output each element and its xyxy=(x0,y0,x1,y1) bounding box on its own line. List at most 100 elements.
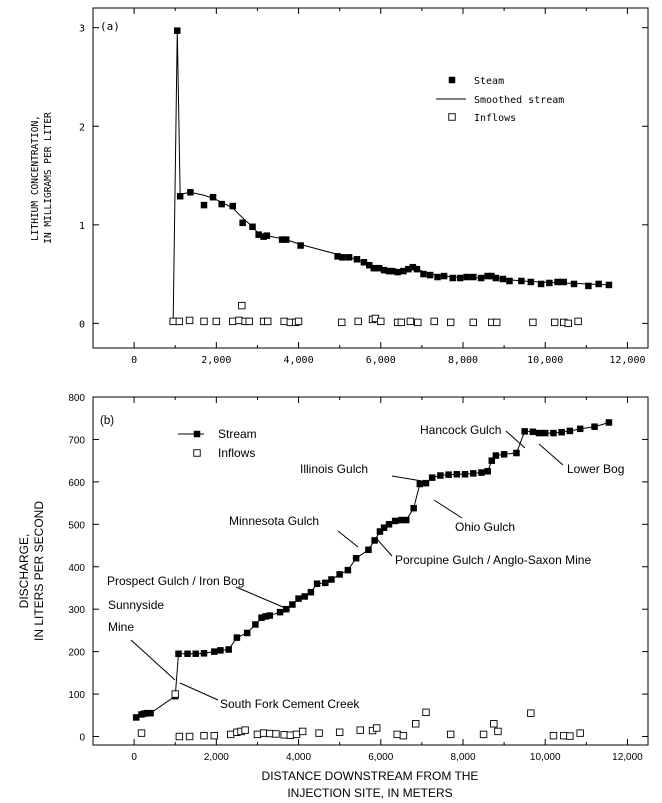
y-tick-label: 1 xyxy=(79,221,85,232)
legend-inflows-marker xyxy=(448,113,456,121)
steam-point xyxy=(434,273,441,281)
annotation-leader-line xyxy=(235,586,291,611)
inflow-point xyxy=(493,318,501,327)
stream-point xyxy=(385,521,393,528)
y-tick-label: 800 xyxy=(68,393,85,404)
inflow-point xyxy=(479,730,488,739)
stream-point xyxy=(391,517,399,525)
legend-inflows-label: Inflows xyxy=(474,113,516,124)
steam-point xyxy=(353,256,361,263)
inflow-point xyxy=(356,726,364,734)
x-tick-label: 0 xyxy=(131,752,137,763)
annotation-leader-line xyxy=(179,682,219,701)
steam-point xyxy=(409,263,417,271)
inflow-point xyxy=(399,731,408,740)
inflow-point xyxy=(200,731,208,740)
inflow-point xyxy=(253,730,262,739)
stream-point xyxy=(344,566,352,574)
stream-point xyxy=(371,537,378,544)
x-tick-label: 0 xyxy=(131,355,137,366)
steam-point xyxy=(255,231,262,238)
steam-point xyxy=(380,266,388,274)
annotation-leader-line xyxy=(505,430,526,449)
steam-point xyxy=(570,280,578,288)
annotation: South Fork Cement Creek xyxy=(179,682,360,711)
steam-point xyxy=(360,259,368,266)
legend-steam-label: Steam xyxy=(474,76,504,87)
stream-point xyxy=(262,613,269,620)
stream-point xyxy=(258,614,265,621)
stream-point xyxy=(243,629,251,637)
inflow-point xyxy=(566,732,574,740)
inflow-point xyxy=(280,317,288,326)
smoothed-stream-line xyxy=(172,30,609,322)
stream-point xyxy=(184,650,191,658)
x-axis-label-line: INJECTION SITE, IN METERS xyxy=(287,786,452,800)
annotation: Ohio Gulch xyxy=(433,499,515,534)
steam-point xyxy=(420,270,427,278)
steam-point xyxy=(385,267,393,275)
stream-point xyxy=(521,428,528,435)
inflow-point xyxy=(292,730,301,739)
annotation: Minnesota Gulch xyxy=(229,514,359,548)
inflow-point xyxy=(529,318,537,327)
steam-point xyxy=(518,277,525,285)
inflow-point xyxy=(212,317,221,326)
steam-point xyxy=(260,233,267,240)
y-tick-label: 500 xyxy=(68,520,85,531)
stream-point xyxy=(147,709,154,717)
inflow-point xyxy=(298,727,307,736)
inflow-point xyxy=(286,731,295,739)
stream-point xyxy=(322,579,329,587)
x-tick-label: 2,000 xyxy=(204,752,229,763)
y-axis-label-line: DISCHARGE, xyxy=(17,534,31,609)
annotation-text: South Fork Cement Creek xyxy=(220,697,360,711)
stream-point xyxy=(500,451,508,458)
steam-point xyxy=(339,254,346,261)
annotation-text: Illinois Gulch xyxy=(300,462,368,476)
steam-point xyxy=(366,261,373,269)
steam-point xyxy=(488,272,495,280)
inflow-point xyxy=(245,317,253,326)
steam-point xyxy=(413,265,421,273)
stream-point xyxy=(488,457,496,464)
annotation: Illinois Gulch xyxy=(300,462,429,483)
x-tick-label: 6,000 xyxy=(368,752,393,763)
stream-point xyxy=(282,605,290,613)
annotation-text: Minnesota Gulch xyxy=(229,514,319,528)
inflow-point xyxy=(397,318,406,327)
x-tick-label: 4,000 xyxy=(286,752,311,763)
stream-point xyxy=(478,469,485,476)
stream-point xyxy=(492,452,500,459)
steam-point xyxy=(492,274,500,282)
inflow-point xyxy=(377,317,385,326)
x-axis-label-line: DISTANCE DOWNSTREAM FROM THE xyxy=(262,769,479,783)
stream-point xyxy=(175,650,182,658)
steam-point xyxy=(370,264,378,272)
stream-point xyxy=(403,516,410,524)
inflow-point xyxy=(469,318,477,327)
y-tick-label: 600 xyxy=(68,478,85,489)
stream-point xyxy=(200,650,208,657)
y-tick-label: 300 xyxy=(68,605,85,616)
stream-point xyxy=(352,555,360,562)
steam-point xyxy=(449,274,456,282)
legend-inflows-marker xyxy=(193,449,201,457)
stream-point xyxy=(380,524,388,531)
inflow-point xyxy=(241,726,249,734)
stream-point xyxy=(276,608,284,616)
annotation-text: Sunnyside xyxy=(108,598,164,612)
annotation: Porcupine Gulch / Anglo-Saxon Mine xyxy=(375,537,591,567)
stream-point xyxy=(217,647,224,654)
annotation-text: Mine xyxy=(108,620,134,634)
y-tick-label: 0 xyxy=(79,319,85,330)
stream-point xyxy=(410,504,417,512)
annotation-text: Lower Bog xyxy=(567,462,624,476)
x-tick-label: 2,000 xyxy=(201,355,231,366)
steam-point xyxy=(375,264,383,272)
inflow-point xyxy=(446,318,455,327)
stream-line xyxy=(135,421,610,718)
inflow-point xyxy=(227,730,235,739)
steam-point xyxy=(605,281,613,289)
legend-stream-label: Stream xyxy=(218,427,257,441)
